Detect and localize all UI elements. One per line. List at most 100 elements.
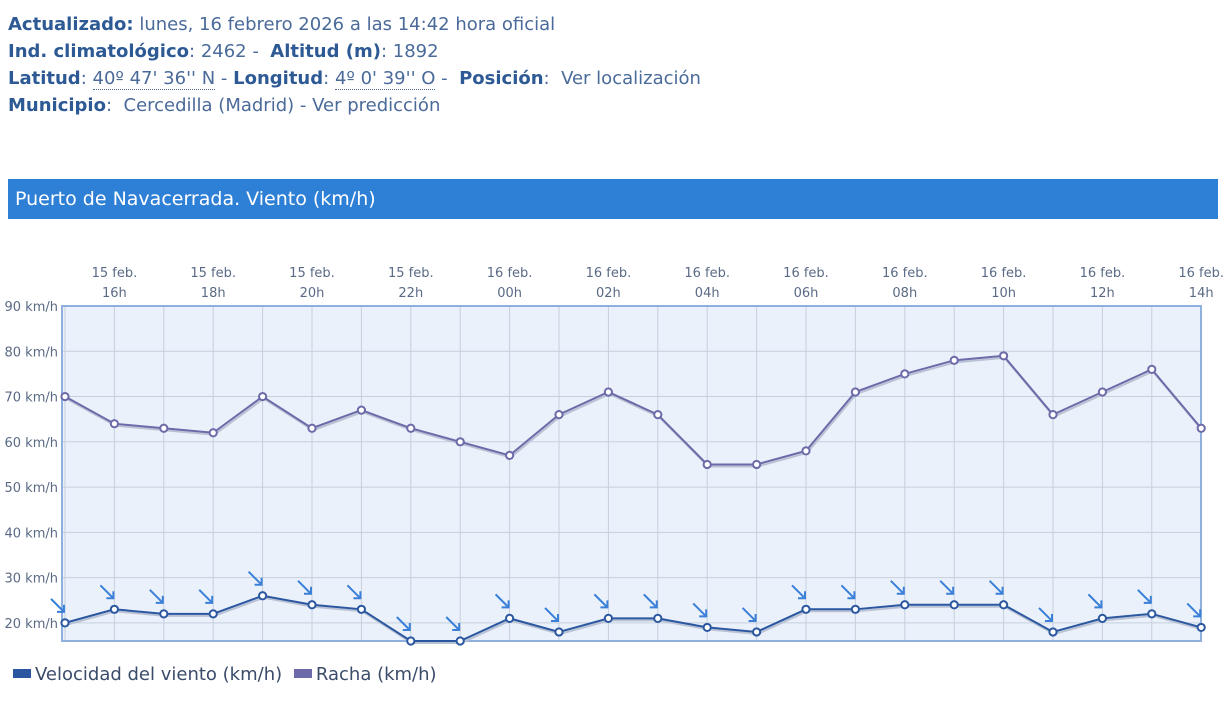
x-tick-label-date: 16 feb. [1178, 266, 1224, 281]
data-point-wind [60, 618, 70, 628]
data-point-wind [702, 622, 712, 633]
y-tick-label: 40 km/h [5, 526, 59, 541]
climatological-value: 2462 [200, 41, 247, 62]
climatological-row: Ind. climatológico: 2462 - Altitud (m): … [8, 41, 439, 62]
updated-value: lunes, 16 febrero 2026 a las 14:42 hora … [139, 14, 556, 35]
data-point-wind [307, 600, 317, 610]
wind-direction-arrow-icon [198, 589, 214, 604]
data-point-gust [1147, 364, 1157, 374]
data-point-wind [208, 609, 218, 619]
data-point-wind [752, 627, 762, 637]
x-tick-label-date: 16 feb. [882, 266, 928, 281]
x-tick-label-hour: 20h [300, 286, 325, 301]
plot-area [62, 306, 1201, 641]
x-tick-label-hour: 12h [1090, 286, 1115, 301]
data-point-gust [752, 459, 762, 470]
data-point-gust [653, 410, 663, 420]
data-point-wind [505, 613, 515, 623]
position-link[interactable]: Ver localización [561, 68, 701, 89]
wind-direction-arrow-icon [692, 602, 708, 618]
latitude-label: Latitud [8, 68, 81, 89]
data-point-gust [999, 351, 1009, 361]
wind-direction-arrow-icon [544, 607, 559, 622]
x-tick-label-date: 15 feb. [388, 266, 434, 281]
x-tick-label-hour: 16h [102, 286, 127, 301]
wind-direction-arrow-icon [99, 584, 115, 600]
legend-item-gust[interactable]: Racha (km/h) [293, 664, 437, 685]
legend-label-gust: Racha (km/h) [315, 664, 437, 685]
wind-direction-arrow-icon [840, 584, 856, 600]
municipality-link[interactable]: Cercedilla (Madrid) - Ver predicción [123, 95, 441, 116]
x-tick-label-hour: 10h [991, 286, 1016, 301]
municipality-label: Municipio [8, 95, 106, 116]
latitude-value: 40º 47' 36'' N [92, 68, 216, 90]
data-point-wind [653, 613, 663, 623]
municipality-row: Municipio: Cercedilla (Madrid) - Ver pre… [8, 95, 441, 116]
x-tick-label-date: 15 feb. [190, 266, 236, 281]
data-point-wind [999, 600, 1009, 610]
data-point-wind [1048, 627, 1058, 637]
data-point-gust [109, 419, 120, 429]
data-point-wind [1196, 622, 1206, 633]
longitude-value: 4º 0' 39'' O [334, 68, 436, 90]
data-point-gust [554, 410, 564, 420]
y-tick-label: 90 km/h [5, 300, 59, 315]
legend-swatch-wind [13, 669, 31, 678]
wind-direction-arrow-icon [741, 607, 757, 622]
x-tick-label-date: 16 feb. [586, 266, 632, 281]
data-point-gust [159, 423, 169, 433]
data-point-wind [1147, 609, 1157, 619]
y-tick-label: 60 km/h [5, 436, 59, 451]
wind-direction-arrow-icon [988, 580, 1004, 595]
x-tick-label-date: 16 feb. [684, 266, 730, 281]
x-tick-label-hour: 02h [596, 286, 621, 301]
series-line-wind [64, 594, 1202, 642]
x-tick-label-date: 16 feb. [1080, 266, 1126, 281]
data-point-wind [801, 604, 811, 614]
data-point-gust [801, 446, 811, 456]
y-tick-label: 30 km/h [5, 572, 59, 587]
series-line-gust [64, 354, 1202, 466]
wind-direction-arrow-icon [396, 616, 411, 631]
data-point-gust [455, 437, 465, 447]
y-tick-label: 50 km/h [5, 481, 59, 496]
legend-swatch-gust [293, 669, 312, 678]
data-point-wind [603, 613, 614, 623]
y-tick-label: 70 km/h [5, 391, 59, 406]
x-tick-label-date: 15 feb. [92, 266, 138, 281]
legend-label-wind: Velocidad del viento (km/h) [35, 664, 283, 685]
x-tick-label-hour: 00h [497, 286, 522, 301]
x-tick-label-date: 16 feb. [487, 266, 533, 281]
data-point-wind [949, 600, 959, 610]
y-tick-label: 80 km/h [5, 345, 59, 360]
longitude-label: Longitud [233, 68, 324, 89]
data-point-gust [702, 459, 712, 470]
x-tick-label-hour: 14h [1189, 286, 1214, 301]
chart-legend: Velocidad del viento (km/h) Racha (km/h) [13, 664, 443, 685]
coordinates-row: Latitud: 40º 47' 36'' N - Longitud: 4º 0… [8, 68, 701, 90]
data-point-gust [1196, 423, 1206, 433]
altitude-label: Altitud (m) [270, 41, 381, 62]
data-point-gust [307, 423, 317, 433]
data-point-gust [356, 405, 366, 415]
legend-item-wind[interactable]: Velocidad del viento (km/h) [13, 664, 282, 685]
y-tick-label: 20 km/h [5, 617, 59, 632]
x-tick-label-date: 16 feb. [783, 266, 829, 281]
data-point-gust [406, 423, 416, 433]
wind-direction-arrow-icon [149, 589, 164, 604]
data-point-gust [949, 355, 959, 365]
data-point-gust [505, 450, 515, 460]
wind-direction-arrow-icon [247, 571, 263, 586]
altitude-value: 1892 [392, 41, 439, 62]
data-point-gust [1097, 387, 1108, 397]
wind-direction-arrow-icon [346, 584, 362, 600]
wind-direction-arrow-icon [1038, 607, 1053, 622]
plot-border [61, 305, 1202, 642]
x-tick-label-hour: 08h [892, 286, 917, 301]
data-point-gust [603, 387, 614, 397]
data-point-wind [455, 636, 465, 646]
data-point-wind [554, 627, 564, 637]
wind-chart: 90 km/h 80 km/h 70 km/h 60 km/h 50 km/h 40 km… [5, 266, 1224, 646]
wind-direction-arrow-icon [445, 616, 461, 631]
wind-direction-arrow-icon [791, 584, 806, 600]
